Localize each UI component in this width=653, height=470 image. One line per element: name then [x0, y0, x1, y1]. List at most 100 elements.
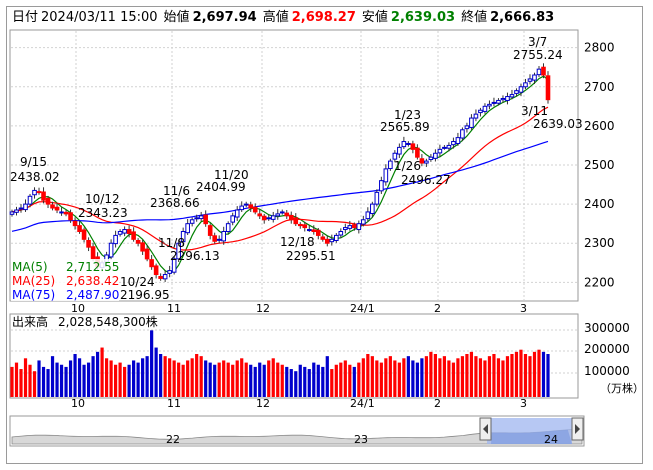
volume-bar — [154, 347, 158, 397]
date-tick-label-volume: 11 — [167, 397, 181, 410]
candle-body — [72, 220, 78, 227]
candle-body — [415, 147, 420, 158]
volume-bar — [23, 358, 28, 397]
navigator-left-handle[interactable] — [479, 417, 492, 441]
volume-bar — [393, 360, 397, 397]
ma75-label: MA(75) — [12, 288, 55, 302]
volume-unit: （万株） — [600, 381, 644, 395]
candle-body — [117, 231, 123, 235]
navigator-right-handle[interactable] — [571, 417, 584, 441]
candle-body — [63, 211, 69, 215]
candle-body — [189, 219, 195, 224]
candle-body — [126, 229, 132, 234]
candle-body — [50, 204, 55, 209]
candle-body — [329, 238, 335, 243]
volume-bar — [141, 358, 145, 397]
volume-bar — [213, 364, 217, 397]
volume-bar — [343, 360, 347, 397]
volume-bar — [330, 369, 334, 397]
candle-body — [140, 242, 145, 252]
volume-bar — [217, 362, 221, 397]
ma25-line — [11, 106, 549, 251]
candle-body — [545, 75, 551, 101]
date-label: 日付 — [12, 10, 39, 25]
candle-body — [446, 144, 452, 149]
candle-body — [194, 217, 199, 220]
volume-bar — [519, 349, 523, 397]
date-tick-label-volume: 24/1 — [350, 397, 375, 410]
volume-bar — [501, 360, 505, 397]
candle-body — [90, 246, 96, 260]
candle-body — [356, 223, 362, 231]
candle-body — [203, 214, 208, 225]
date-tick-label: 3 — [520, 302, 527, 315]
annotation-date: 3/11 — [521, 104, 548, 118]
volume-bar — [244, 362, 248, 397]
annotation-date: 9/15 — [20, 155, 47, 169]
volume-bar — [469, 351, 474, 397]
volume-bar — [514, 351, 519, 397]
price-annotations: 9/152438.0210/122343.2311/62368.6611/202… — [10, 35, 583, 302]
volume-bar — [384, 358, 388, 397]
candle-body — [54, 206, 60, 211]
candle-body — [536, 68, 542, 76]
volume-bar — [460, 356, 465, 397]
candle-body — [18, 207, 24, 210]
volume-bar — [37, 360, 41, 397]
volume-bar — [411, 360, 415, 397]
candle-body — [347, 225, 353, 229]
volume-bar — [546, 354, 550, 397]
volume-bar — [334, 364, 338, 397]
candle-body — [108, 242, 114, 258]
candle-body — [131, 231, 136, 240]
open-value: 2,697.94 — [192, 10, 257, 25]
volume-bar — [339, 362, 343, 397]
volume-bar — [150, 330, 154, 397]
range-navigator[interactable]: 22 23 24 — [9, 415, 585, 447]
candle-body — [270, 215, 276, 220]
volume-bar — [113, 364, 118, 397]
candle-body — [261, 215, 267, 221]
candle-body — [487, 103, 492, 107]
volume-bar — [181, 364, 185, 397]
volume-bar — [442, 356, 447, 397]
candle-body — [315, 229, 321, 236]
date-tick-label: 11 — [167, 302, 181, 315]
candle-body — [248, 204, 254, 209]
volume-bar — [492, 354, 496, 397]
candle-body — [496, 99, 501, 104]
candle-body — [113, 234, 118, 245]
candle-body — [275, 213, 281, 217]
volume-bar — [280, 364, 284, 397]
candle-body — [410, 143, 416, 150]
candle-body — [532, 74, 537, 81]
volume-bar — [118, 362, 122, 397]
volume-bar — [204, 360, 208, 397]
annotation-date: 1/26 — [394, 159, 421, 173]
volume-panel[interactable] — [9, 313, 579, 399]
volume-bar — [375, 360, 379, 397]
volume-bar — [163, 356, 167, 397]
volume-bar — [109, 360, 113, 397]
candle-body — [9, 211, 15, 215]
volume-bar — [127, 364, 131, 397]
annotation-date: 11/8 — [158, 236, 185, 250]
date-tick-label: 12 — [256, 302, 270, 315]
annotation-value: 2639.03 — [533, 117, 583, 131]
annotation-value: 2343.23 — [78, 206, 128, 220]
volume-bar — [231, 364, 235, 397]
candle-body — [59, 211, 64, 214]
price-tick-label: 2300 — [584, 236, 615, 250]
volume-bar — [447, 360, 451, 397]
candle-body — [23, 203, 28, 211]
candlesticks — [9, 63, 551, 282]
candle-body — [185, 223, 190, 234]
date-tick-label: 24/1 — [350, 302, 375, 315]
volume-bar — [159, 354, 163, 397]
candle-body — [266, 217, 272, 220]
navigator-label-22: 22 — [166, 433, 180, 446]
ma25-value: 2,638.42 — [66, 274, 119, 288]
chevron-right-icon — [575, 424, 580, 434]
volume-tick-300000: 300000 — [584, 321, 630, 335]
volume-bar — [28, 364, 32, 397]
